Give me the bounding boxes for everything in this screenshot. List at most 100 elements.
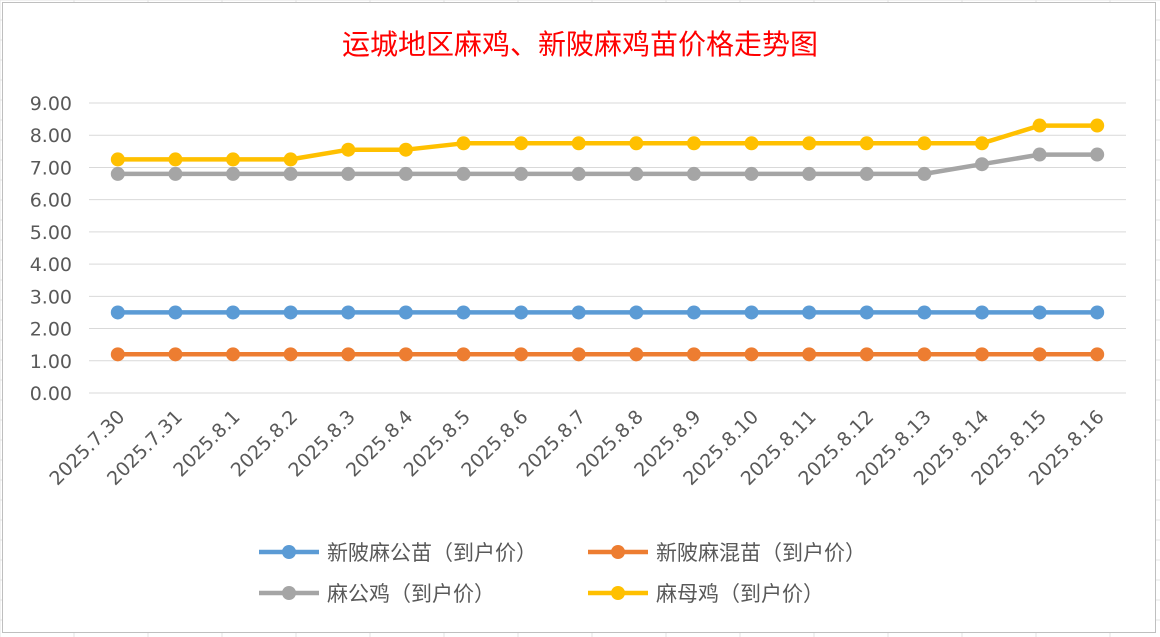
data-point[interactable]: [629, 305, 644, 320]
y-tick-label: 6.00: [30, 190, 72, 212]
y-tick-label: 0.00: [30, 383, 72, 405]
series-line: [117, 152, 1098, 177]
y-tick-label: 7.00: [30, 157, 72, 179]
data-point[interactable]: [917, 166, 932, 181]
data-point[interactable]: [686, 136, 701, 151]
data-point[interactable]: [1032, 347, 1047, 362]
data-point[interactable]: [744, 166, 759, 181]
legend-swatch-marker: [282, 545, 296, 559]
data-point[interactable]: [110, 166, 125, 181]
data-point[interactable]: [744, 136, 759, 151]
data-point[interactable]: [456, 166, 471, 181]
series-4: [110, 118, 1105, 167]
data-point[interactable]: [398, 166, 413, 181]
series-3: [110, 147, 1105, 181]
data-point[interactable]: [1032, 147, 1047, 162]
data-point[interactable]: [226, 305, 241, 320]
legend[interactable]: 新陂麻公苗（到户价） 新陂麻混苗（到户价） 麻公鸡（到户价） 麻母鸡（到户价）: [259, 541, 866, 606]
data-point[interactable]: [514, 305, 529, 320]
data-point[interactable]: [859, 136, 874, 151]
data-point[interactable]: [744, 347, 759, 362]
legend-item[interactable]: 新陂麻公苗（到户价）: [259, 541, 537, 565]
legend-swatch-marker: [611, 545, 625, 559]
series-lines: [110, 118, 1105, 362]
data-point[interactable]: [341, 305, 356, 320]
data-point[interactable]: [802, 347, 817, 362]
data-point[interactable]: [341, 347, 356, 362]
data-point[interactable]: [341, 166, 356, 181]
data-point[interactable]: [917, 136, 932, 151]
data-point[interactable]: [571, 347, 586, 362]
legend-label: 麻公鸡（到户价）: [327, 582, 495, 606]
data-point[interactable]: [514, 136, 529, 151]
y-tick-label: 9.00: [30, 93, 72, 115]
data-point[interactable]: [514, 166, 529, 181]
data-point[interactable]: [398, 347, 413, 362]
data-point[interactable]: [974, 305, 989, 320]
data-point[interactable]: [1032, 305, 1047, 320]
data-point[interactable]: [398, 142, 413, 157]
data-point[interactable]: [974, 136, 989, 151]
data-point[interactable]: [974, 157, 989, 172]
data-point[interactable]: [456, 305, 471, 320]
data-point[interactable]: [917, 305, 932, 320]
data-point[interactable]: [571, 305, 586, 320]
data-point[interactable]: [110, 305, 125, 320]
data-point[interactable]: [802, 166, 817, 181]
data-point[interactable]: [168, 166, 183, 181]
data-point[interactable]: [283, 347, 298, 362]
data-point[interactable]: [744, 305, 759, 320]
data-point[interactable]: [168, 347, 183, 362]
y-tick-label: 1.00: [30, 351, 72, 373]
data-point[interactable]: [571, 136, 586, 151]
data-point[interactable]: [686, 305, 701, 320]
data-point[interactable]: [629, 347, 644, 362]
x-axis-tick-labels: 2025.7.302025.7.312025.8.12025.8.22025.8…: [45, 406, 1108, 490]
data-point[interactable]: [226, 347, 241, 362]
data-point[interactable]: [456, 347, 471, 362]
data-point[interactable]: [571, 166, 586, 181]
legend-item[interactable]: 麻公鸡（到户价）: [259, 582, 495, 606]
legend-swatch-marker: [611, 586, 625, 600]
data-point[interactable]: [802, 136, 817, 151]
data-point[interactable]: [629, 166, 644, 181]
data-point[interactable]: [514, 347, 529, 362]
y-axis-tick-labels: 0.00 1.00 2.00 3.00 4.00 5.00 6.00 7.00 8.00 9.00: [30, 93, 72, 405]
data-point[interactable]: [226, 166, 241, 181]
data-point[interactable]: [859, 305, 874, 320]
data-point[interactable]: [1032, 118, 1047, 133]
data-point[interactable]: [917, 347, 932, 362]
data-point[interactable]: [802, 305, 817, 320]
data-point[interactable]: [226, 152, 241, 167]
series-2: [110, 347, 1105, 362]
data-point[interactable]: [629, 136, 644, 151]
data-point[interactable]: [686, 347, 701, 362]
data-point[interactable]: [283, 166, 298, 181]
y-tick-label: 5.00: [30, 222, 72, 244]
data-point[interactable]: [1090, 147, 1105, 162]
data-point[interactable]: [283, 152, 298, 167]
data-point[interactable]: [974, 347, 989, 362]
legend-item[interactable]: 麻母鸡（到户价）: [588, 582, 824, 606]
legend-label: 新陂麻公苗（到户价）: [327, 541, 537, 565]
data-point[interactable]: [283, 305, 298, 320]
legend-swatch-marker: [282, 586, 296, 600]
data-point[interactable]: [686, 166, 701, 181]
data-point[interactable]: [859, 166, 874, 181]
data-point[interactable]: [168, 305, 183, 320]
legend-item[interactable]: 新陂麻混苗（到户价）: [588, 541, 866, 565]
data-point[interactable]: [1090, 347, 1105, 362]
data-point[interactable]: [168, 152, 183, 167]
y-tick-label: 8.00: [30, 125, 72, 147]
data-point[interactable]: [1090, 118, 1105, 133]
data-point[interactable]: [1090, 305, 1105, 320]
data-point[interactable]: [456, 136, 471, 151]
data-point[interactable]: [859, 347, 874, 362]
data-point[interactable]: [341, 142, 356, 157]
y-tick-label: 4.00: [30, 254, 72, 276]
legend-label: 麻母鸡（到户价）: [656, 582, 824, 606]
data-point[interactable]: [398, 305, 413, 320]
data-point[interactable]: [110, 152, 125, 167]
data-point[interactable]: [110, 347, 125, 362]
